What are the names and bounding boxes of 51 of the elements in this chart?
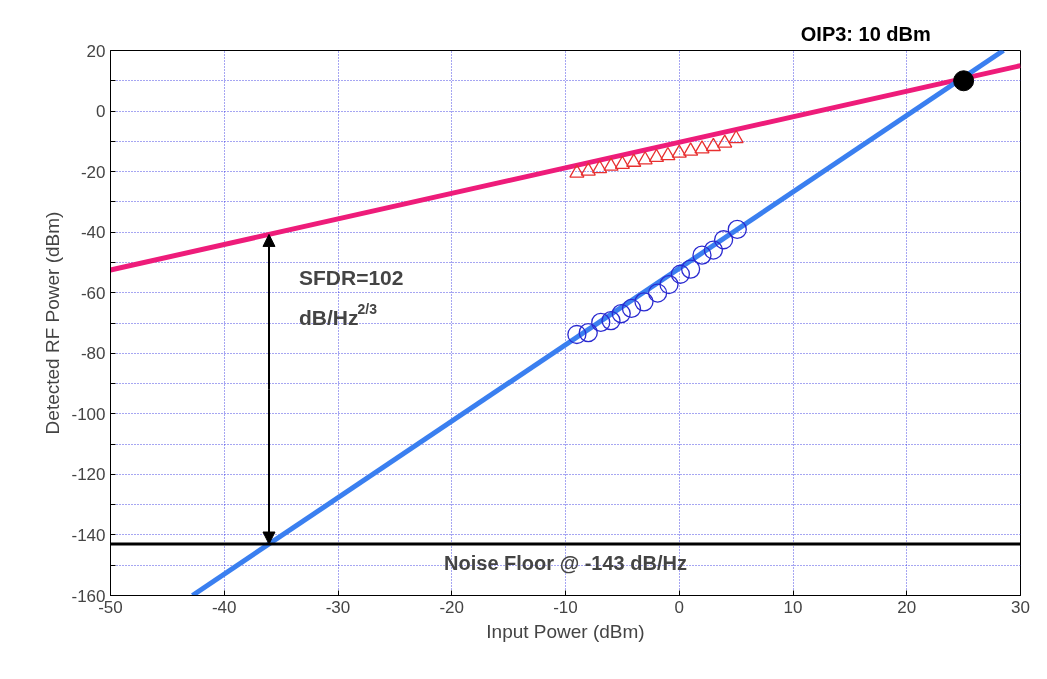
x-tick-label: -30 [325, 597, 351, 617]
y-tick-label: -100 [71, 404, 106, 424]
x-tick-label: -40 [211, 597, 237, 617]
point [682, 142, 699, 156]
y-tick-label: 0 [96, 102, 106, 122]
point [659, 274, 679, 295]
x-axis-title: Input Power (dBm) [486, 620, 645, 642]
x-tick-label: 30 [1011, 597, 1030, 617]
point [603, 157, 619, 171]
point [637, 151, 653, 165]
point [569, 164, 585, 178]
x-tick-label: 10 [783, 597, 803, 617]
point [728, 129, 744, 144]
point [703, 240, 724, 260]
point [680, 259, 701, 279]
point [591, 159, 608, 174]
point [591, 312, 611, 333]
x-tick-label: -10 [553, 597, 578, 617]
x-tick-label: 0 [674, 597, 684, 617]
x-tick-label: 20 [897, 597, 917, 617]
point [717, 134, 733, 148]
point [614, 155, 631, 170]
y-tick-label: -20 [80, 162, 106, 182]
y-tick-label: -60 [80, 283, 106, 303]
y-tick-label: 20 [86, 41, 106, 61]
point [670, 264, 691, 284]
point [634, 292, 654, 312]
point [621, 298, 642, 319]
point [647, 283, 668, 303]
point [626, 153, 642, 167]
y-tick-label: -140 [71, 525, 106, 545]
point [694, 140, 710, 154]
point [648, 148, 665, 163]
point [578, 323, 598, 343]
point [692, 245, 712, 265]
point [705, 137, 722, 152]
point [713, 230, 734, 250]
y-tick-label: -80 [80, 344, 106, 364]
y-tick-label: -40 [80, 223, 106, 243]
point [660, 146, 676, 161]
y-tick-label: -120 [71, 465, 106, 485]
ref-line-label: Noise Floor @ -143 dB/Hz [444, 552, 687, 575]
point [580, 162, 596, 176]
point [671, 144, 687, 158]
point [727, 219, 747, 240]
point [611, 303, 631, 324]
point [567, 324, 587, 345]
annotation: OIP3: 10 dBm [800, 22, 931, 45]
x-tick-label: -20 [439, 597, 465, 617]
point [601, 310, 621, 331]
y-axis-title: Detected RF Power (dBm) [42, 211, 64, 435]
